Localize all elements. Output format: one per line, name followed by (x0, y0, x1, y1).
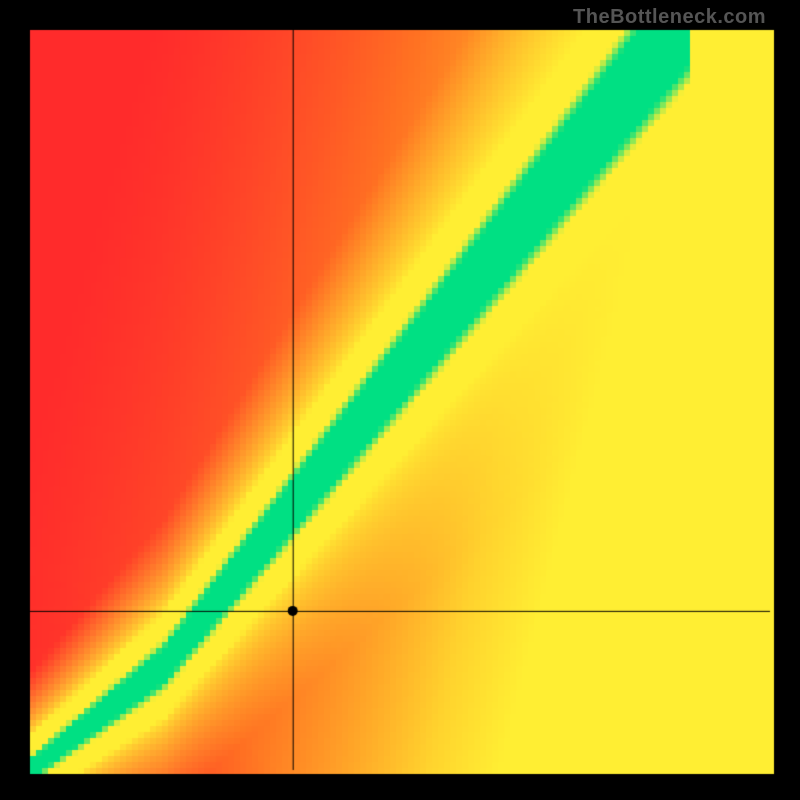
watermark-text: TheBottleneck.com (573, 6, 766, 29)
bottleneck-heatmap (0, 0, 800, 800)
chart-container: TheBottleneck.com (0, 0, 800, 800)
